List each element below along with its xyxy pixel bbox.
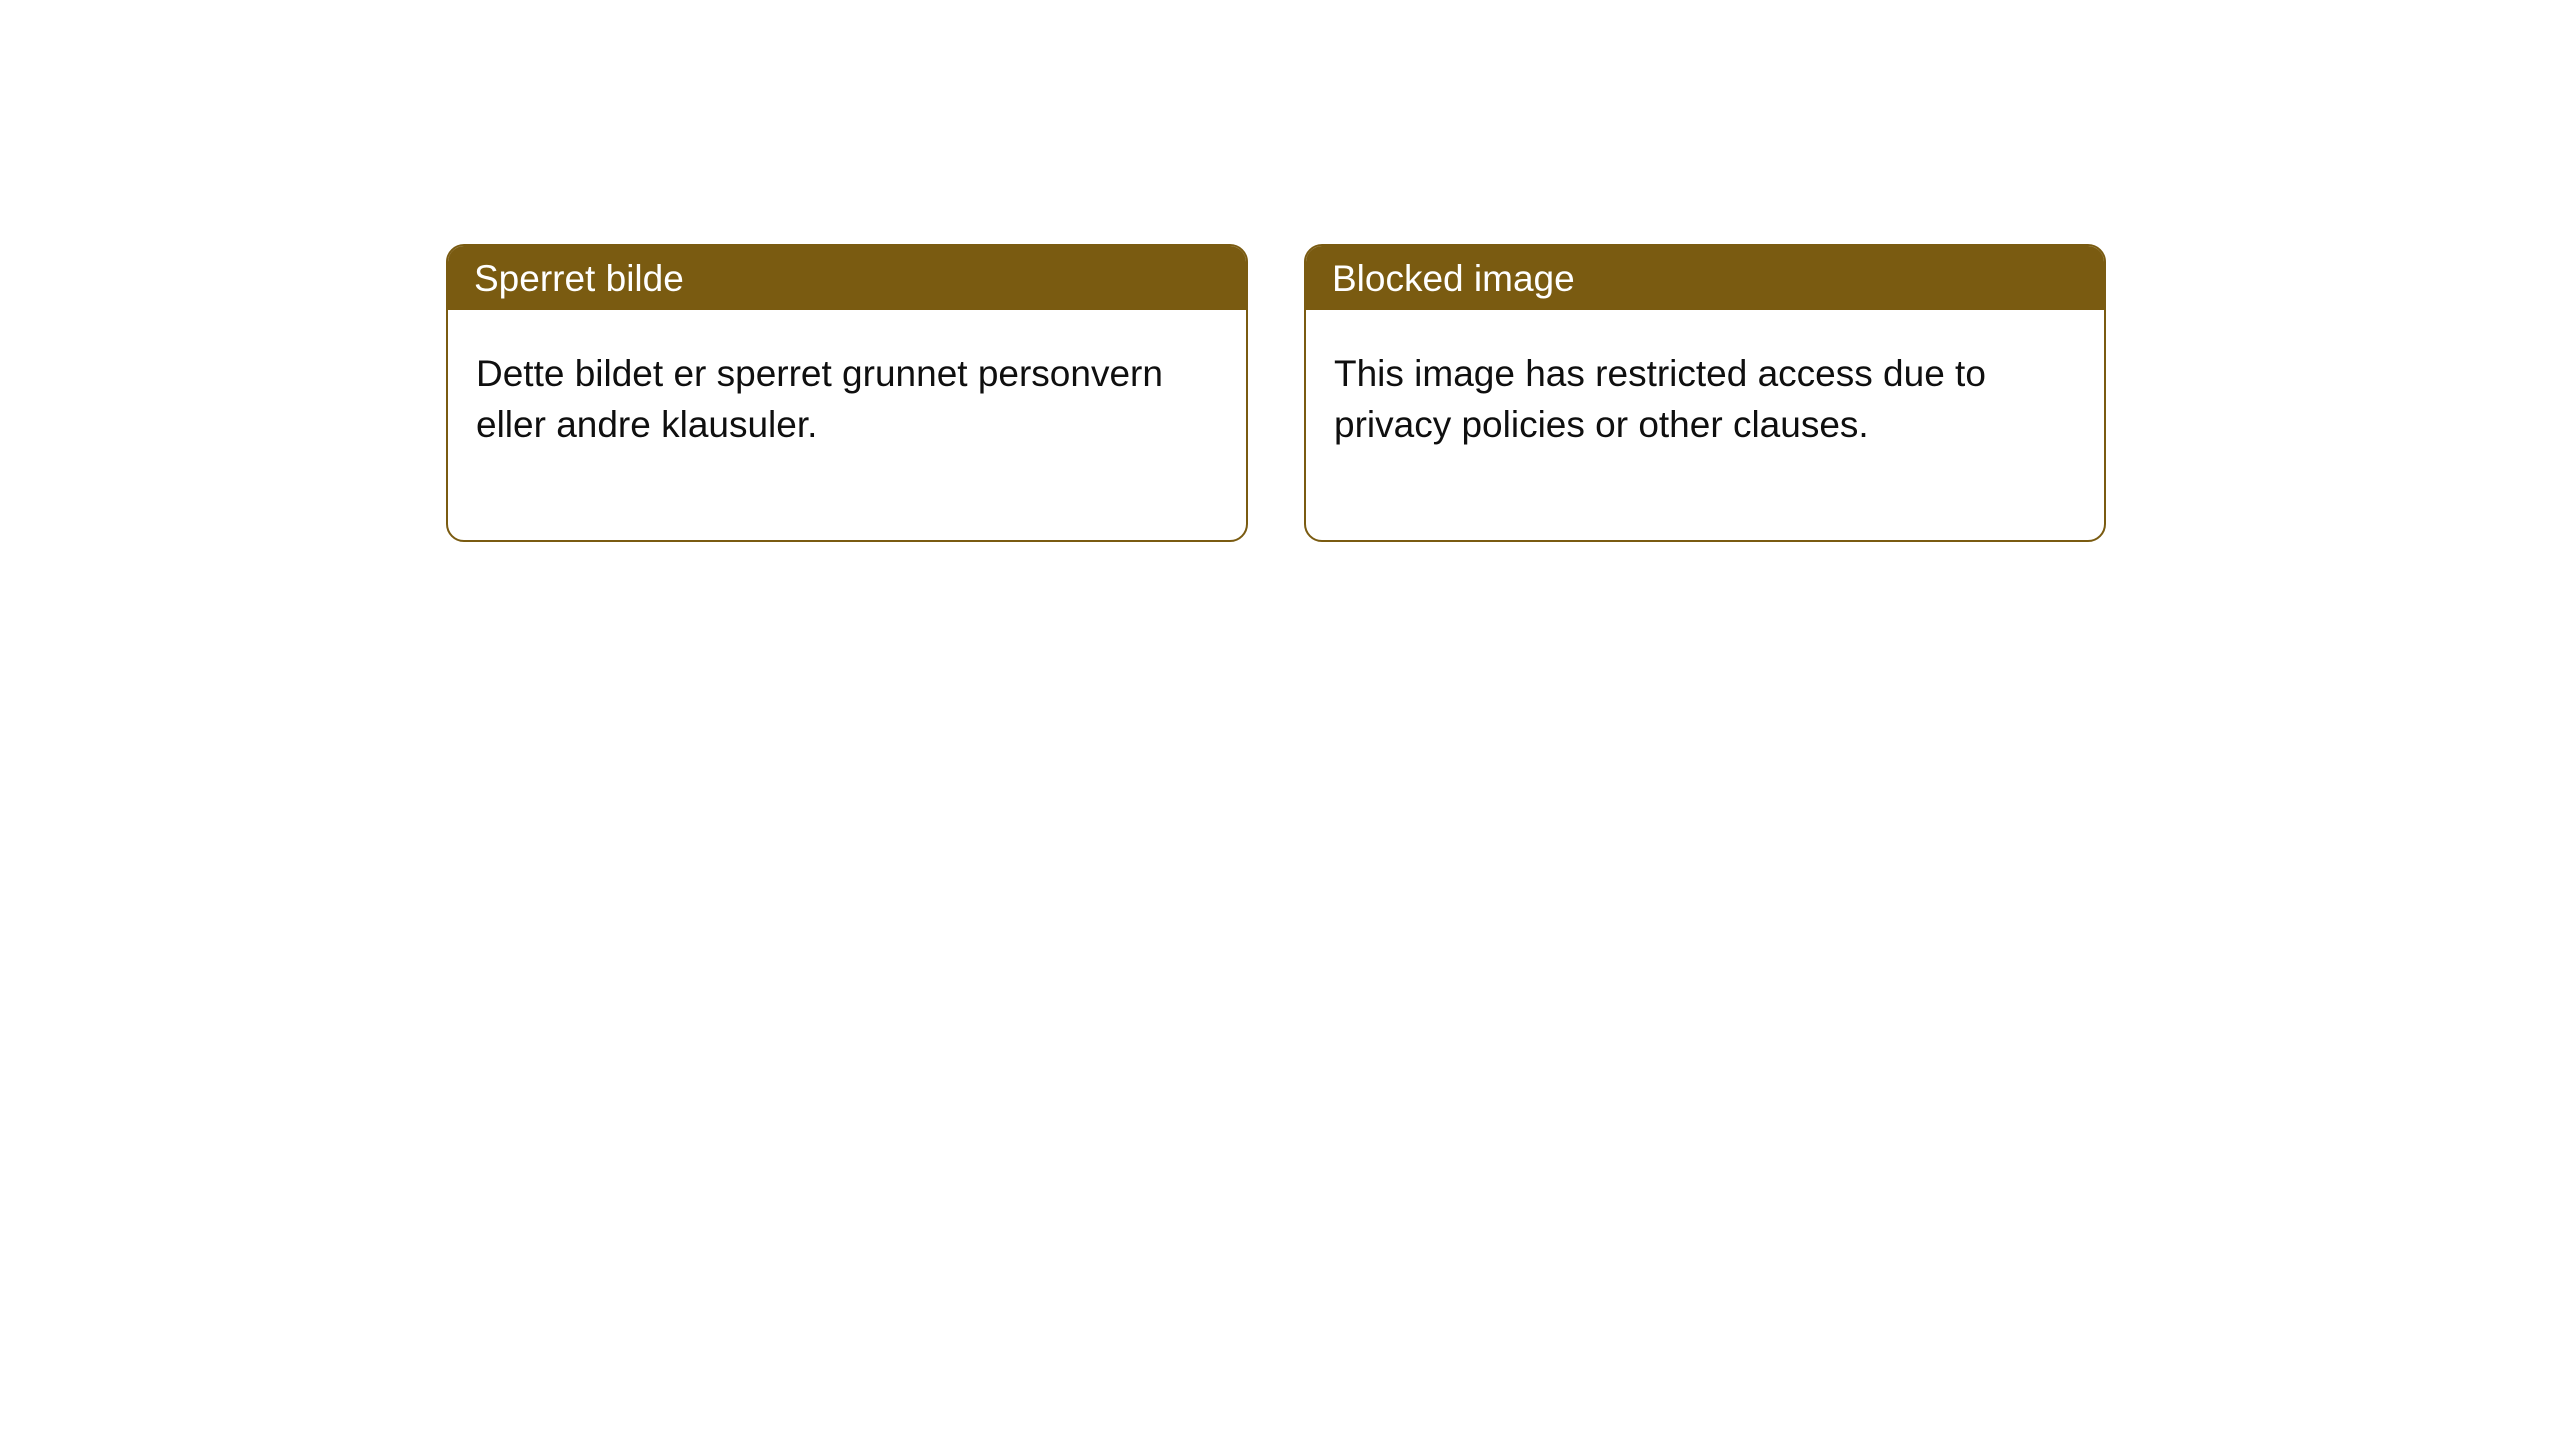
blocked-image-card-en: Blocked image This image has restricted … (1304, 244, 2106, 542)
card-body-en: This image has restricted access due to … (1306, 310, 2104, 540)
card-header-no: Sperret bilde (448, 246, 1246, 310)
blocked-image-card-no: Sperret bilde Dette bildet er sperret gr… (446, 244, 1248, 542)
message-cards-container: Sperret bilde Dette bildet er sperret gr… (0, 0, 2560, 542)
card-body-no: Dette bildet er sperret grunnet personve… (448, 310, 1246, 540)
card-header-en: Blocked image (1306, 246, 2104, 310)
